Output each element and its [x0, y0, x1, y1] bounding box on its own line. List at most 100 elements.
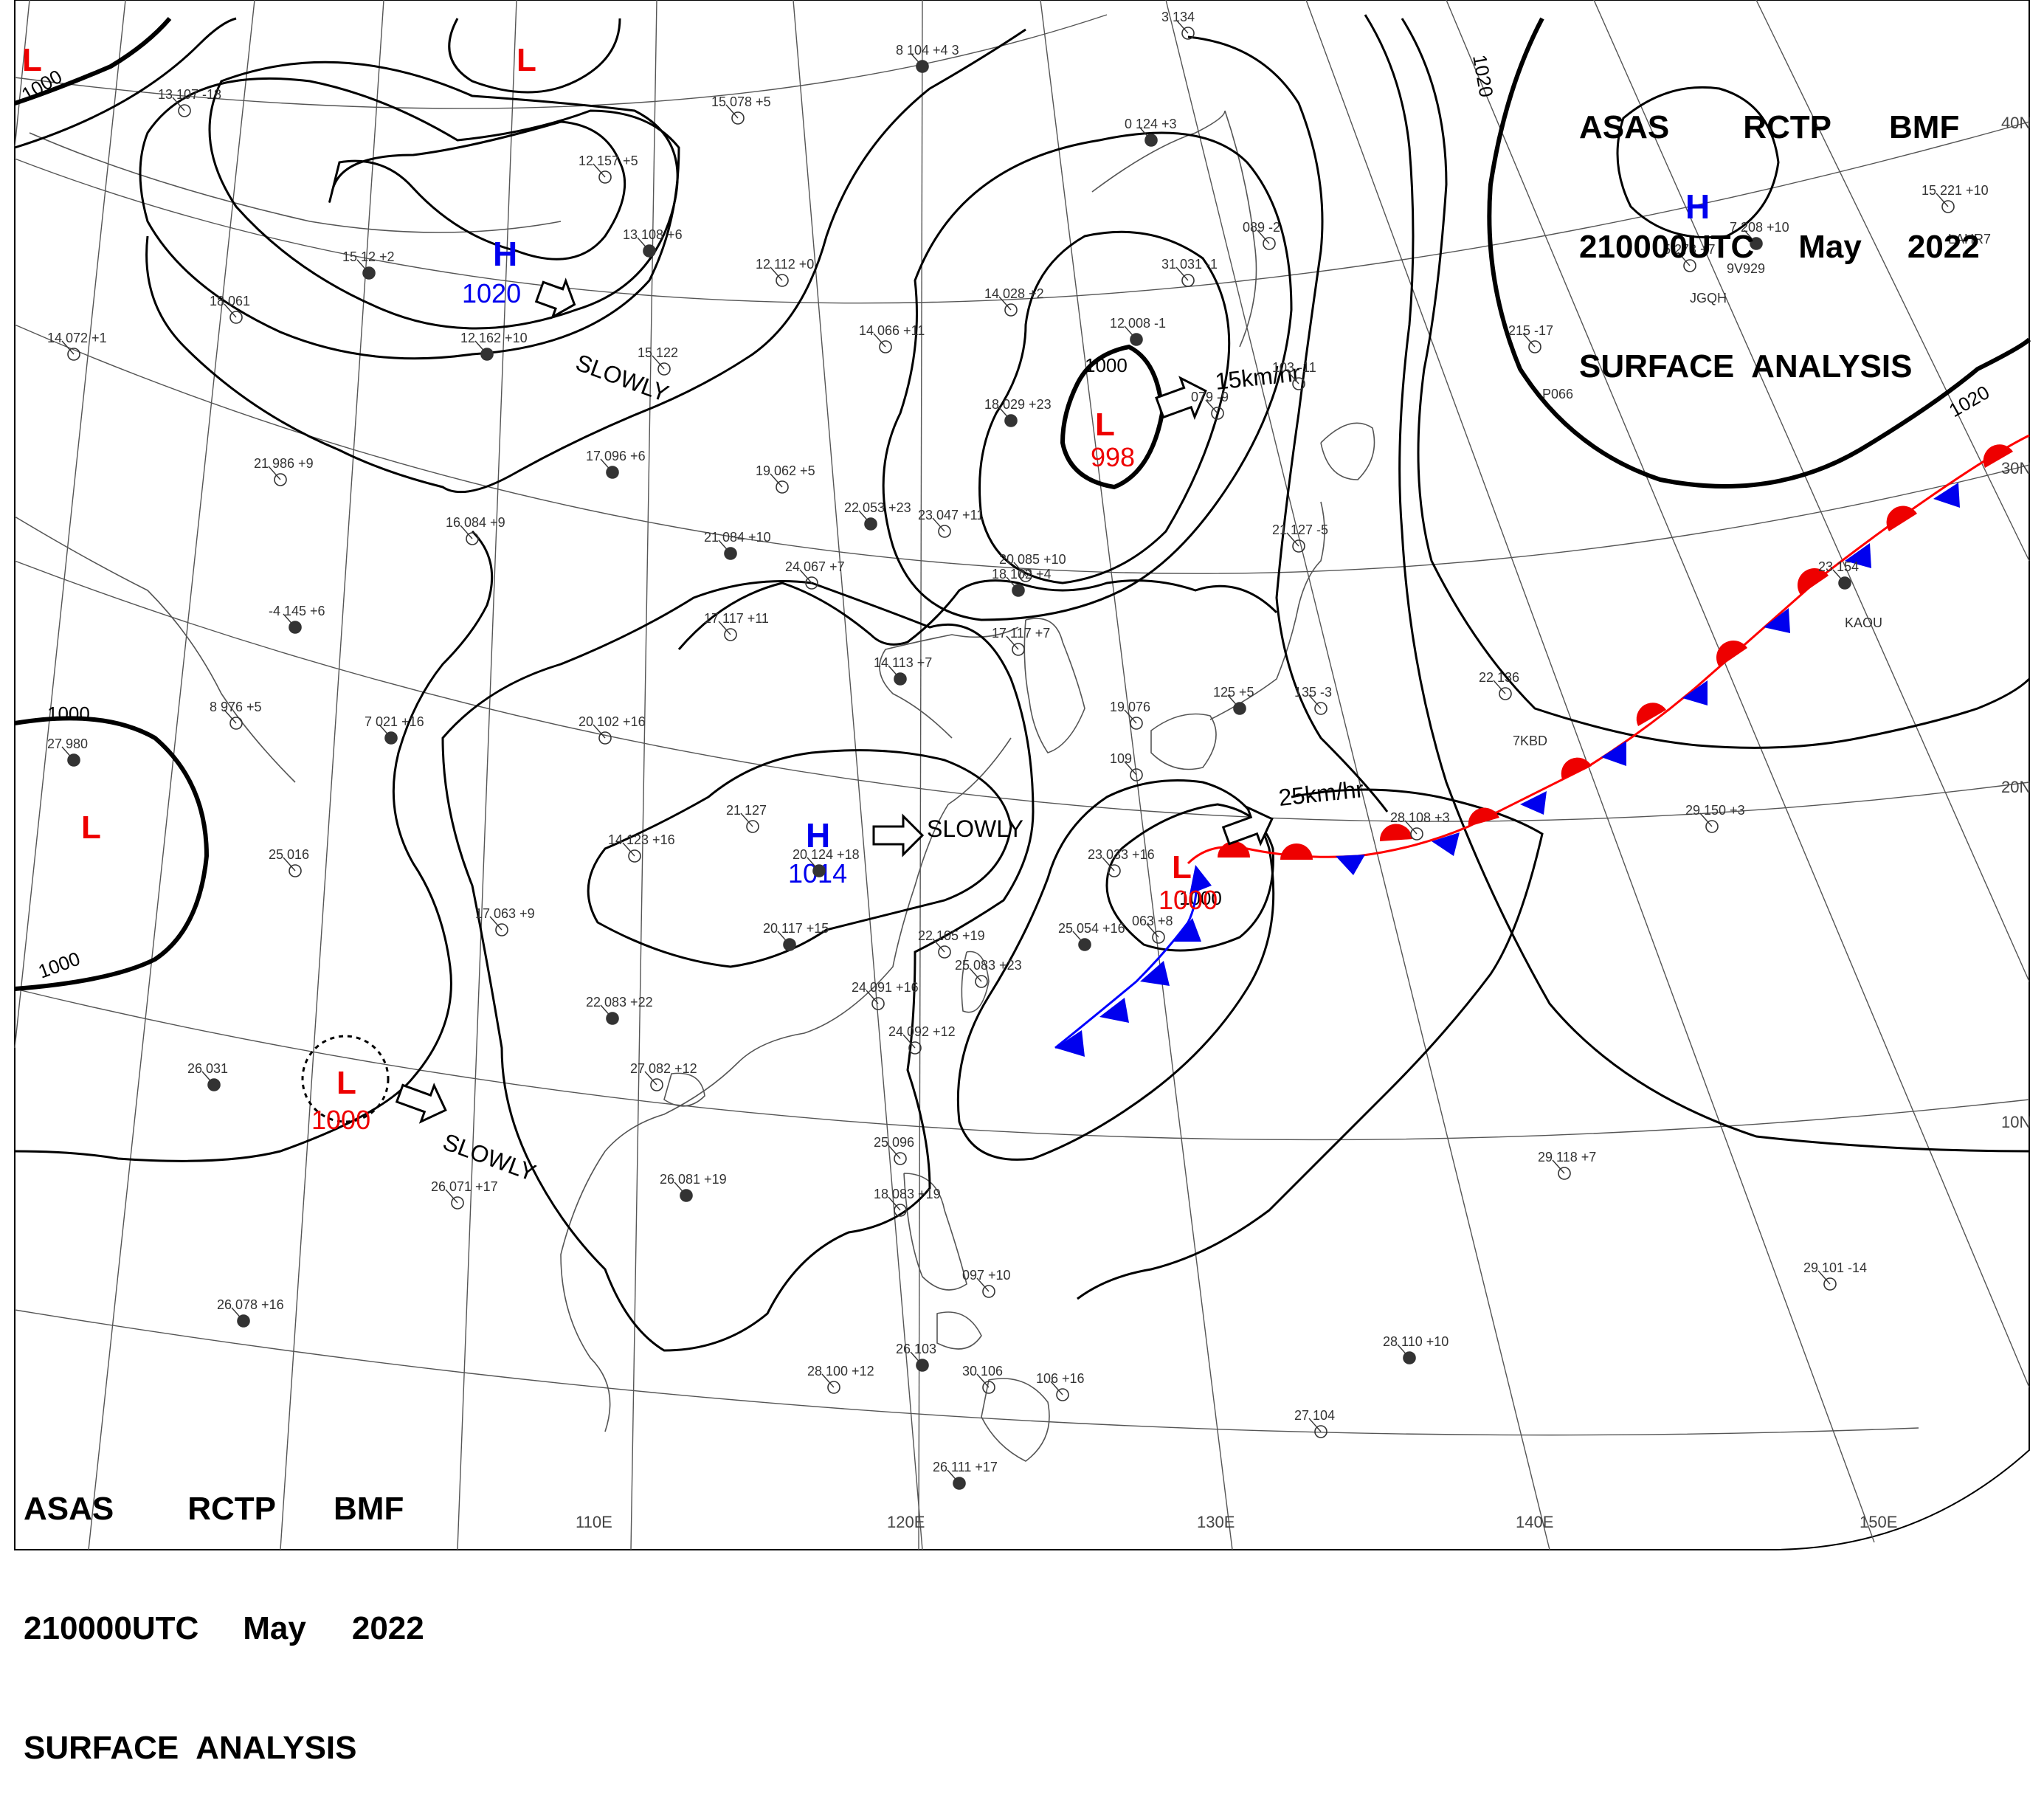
coast-sakhalin — [1224, 110, 1257, 348]
station-values: 109 — [1110, 751, 1132, 766]
station-values: 26 071 +17 — [431, 1179, 498, 1194]
wind-barb-icon — [718, 621, 731, 635]
wind-barb-icon — [910, 52, 923, 67]
wind-barb-icon — [1124, 761, 1137, 776]
high-value: 1020 — [462, 278, 521, 308]
station-circle-icon — [1004, 303, 1018, 317]
station-values: 28 110 +10 — [1383, 1334, 1449, 1349]
station-values: 7 208 +10 — [1730, 220, 1789, 235]
lon-label: 150E — [1860, 1513, 1897, 1531]
station-values: 14 123 +16 — [608, 832, 675, 847]
station-values: 18 102 +4 — [992, 567, 1052, 582]
station-plot: 22 136 — [1479, 670, 1519, 700]
coast-taiwan — [961, 950, 990, 1013]
station-values: 27 104 — [1294, 1408, 1335, 1423]
station-plot: 18 029 +23 — [984, 397, 1052, 427]
station-values: 22 053 +23 — [844, 500, 911, 515]
station-circle-icon — [1130, 717, 1143, 730]
isobar-1012-northeast — [1187, 35, 1389, 812]
wind-barb-icon — [1006, 635, 1019, 650]
station-circle-icon — [274, 473, 287, 486]
station-values: 23 033 +16 — [1088, 847, 1155, 862]
low-value: 1000 — [311, 1105, 370, 1135]
station-plot: 25 096 — [874, 1135, 914, 1165]
wind-barb-icon — [1175, 266, 1189, 281]
station-plot: 26 081 +19 — [660, 1172, 727, 1202]
station-values: 103 -11 — [1272, 360, 1316, 375]
wind-barb-icon — [976, 1277, 990, 1292]
station-plot: 12 162 +10 — [460, 331, 528, 361]
station-plot: 22 083 +22 — [586, 995, 653, 1025]
station-values: 12 008 -1 — [1110, 316, 1166, 331]
wind-barb-icon — [888, 665, 901, 680]
station-plot: -4 145 +6 — [269, 604, 325, 634]
station-plot: 106 +16 — [1036, 1371, 1085, 1401]
wind-barb-icon — [268, 466, 281, 480]
lon-line-90e — [14, 0, 30, 148]
coast-hainan — [663, 1072, 705, 1107]
wind-barb-icon — [1699, 812, 1713, 827]
station-values: 22 136 — [1479, 670, 1519, 685]
coast-korea — [1023, 618, 1085, 753]
station-id: P066 — [1542, 387, 1573, 401]
station-values: 26 111 +17 — [933, 1460, 998, 1474]
isobar-high-inner — [328, 120, 626, 260]
wind-barb-icon — [1817, 1270, 1831, 1285]
station-plot: 21 084 +10 — [704, 530, 771, 560]
header-time: 210000UTC — [24, 1610, 199, 1646]
station-plot: 29 101 -14 — [1803, 1260, 1867, 1291]
station-plot: 12 008 -1 — [1110, 316, 1166, 346]
coast-hokkaido — [1320, 422, 1375, 480]
station-values: 15 122 — [638, 345, 678, 360]
station-circle-icon — [1528, 340, 1541, 353]
station-values: 15 078 +5 — [711, 94, 771, 109]
motion-arrow-icon — [534, 277, 576, 320]
station-values: 12 162 +10 — [460, 331, 528, 345]
station-plot: 21 127 — [726, 803, 767, 833]
wind-barb-icon — [1308, 1418, 1322, 1432]
wind-barb-icon — [231, 1307, 244, 1322]
station-plot: 109 — [1110, 751, 1143, 781]
station-values: 25 083 +23 — [955, 958, 1022, 973]
station-plot: 097 +10 — [962, 1268, 1011, 1298]
lat-line-0 — [14, 1309, 1919, 1436]
station-plot: 18 102 +4 — [992, 567, 1052, 597]
wind-barb-icon — [622, 842, 635, 857]
grid-labels: 110E 120E 130E 140E 150E 40N 30N 20N 10N — [576, 114, 2031, 1531]
wind-barb-icon — [1050, 1381, 1063, 1395]
wind-barb-icon — [1006, 576, 1019, 591]
wind-barb-icon — [593, 163, 606, 178]
header-line2: 210000UTC May 2022 — [24, 1609, 424, 1649]
warm-front-symbols — [1218, 444, 2013, 860]
station-plot: 16 084 +9 — [446, 515, 505, 545]
station-values: 29 150 +3 — [1685, 803, 1745, 818]
station-circle-icon — [776, 274, 789, 287]
header-bottom-left: ASAS RCTP BMF 210000UTC May 2022 SURFACE ANA… — [24, 1410, 424, 1808]
wind-barb-icon — [866, 990, 879, 1004]
lon-label: 140E — [1516, 1513, 1553, 1531]
lat-label: 40N — [2001, 114, 2031, 132]
header-line3: SURFACE ANALYSIS — [24, 1730, 357, 1766]
isobar-china-1012 — [441, 580, 1035, 1352]
low-marker: L — [517, 42, 536, 78]
station-values: 23 047 +11 — [918, 508, 984, 522]
wind-barb-icon — [61, 746, 75, 761]
wind-barb-icon — [224, 303, 237, 318]
station-circle-icon — [1130, 768, 1143, 781]
station-plot: 26 031 — [187, 1061, 228, 1091]
station-values: 135 -3 — [1294, 685, 1332, 700]
isobar-ryukyu-1004 — [956, 779, 1275, 1161]
header-line1: ASAS RCTP BMF — [1579, 108, 1980, 148]
coast-luzon — [903, 1173, 967, 1291]
lon-line-105e — [280, 0, 384, 1550]
station-plot: 30 106 — [962, 1364, 1003, 1394]
wind-barb-icon — [644, 1071, 657, 1086]
station-values: 24 092 +12 — [888, 1024, 956, 1039]
wind-barb-icon — [1205, 399, 1218, 414]
station-values: 22 083 +22 — [586, 995, 653, 1010]
wind-barb-icon — [777, 931, 790, 945]
station-circle-icon — [1314, 1425, 1327, 1438]
wind-barb-icon — [770, 266, 783, 281]
header-month: May — [243, 1610, 306, 1646]
station-circle-icon — [982, 1285, 995, 1298]
